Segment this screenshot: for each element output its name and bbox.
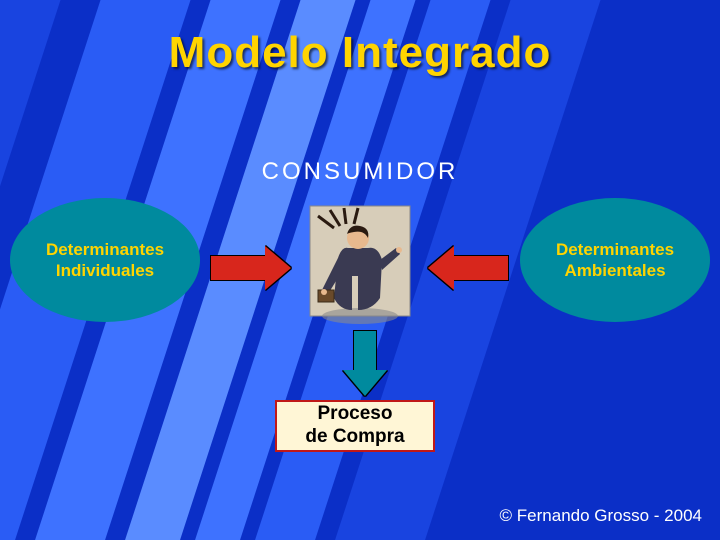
arrow-head-icon (428, 246, 454, 290)
arrow-body (454, 255, 509, 281)
right-ellipse-line2: Ambientales (564, 261, 665, 280)
right-ellipse-line1: Determinantes (556, 240, 674, 259)
arrow-left-to-center (210, 246, 291, 290)
left-ellipse-line1: Determinantes (46, 240, 164, 259)
process-line1: Proceso (318, 403, 393, 424)
subtitle-text: CONSUMIDOR (262, 158, 459, 185)
copyright-label: © Fernando Grosso - 2004 (500, 506, 702, 525)
slide-title: Modelo Integrado (0, 28, 720, 78)
arrow-right-to-center (428, 246, 509, 290)
process-line2: de Compra (305, 426, 404, 447)
process-box: Proceso de Compra (275, 400, 435, 452)
arrow-head-icon (343, 370, 387, 396)
arrow-body (353, 330, 377, 370)
arrow-body (210, 255, 265, 281)
left-ellipse-line2: Individuales (56, 261, 154, 280)
person-icon (300, 198, 420, 328)
arrow-down (343, 330, 387, 396)
left-ellipse-label: Determinantes Individuales (46, 239, 164, 282)
right-ellipse-label: Determinantes Ambientales (556, 239, 674, 282)
title-text: Modelo Integrado (169, 28, 552, 77)
process-label: Proceso de Compra (305, 403, 404, 449)
slide: Modelo Integrado CONSUMIDOR Determinante… (0, 0, 720, 540)
right-ellipse: Determinantes Ambientales (520, 198, 710, 322)
arrow-head-icon (265, 246, 291, 290)
left-ellipse: Determinantes Individuales (10, 198, 200, 322)
copyright-text: © Fernando Grosso - 2004 (500, 506, 702, 526)
slide-subtitle: CONSUMIDOR (0, 158, 720, 186)
consumer-figure (300, 198, 420, 328)
